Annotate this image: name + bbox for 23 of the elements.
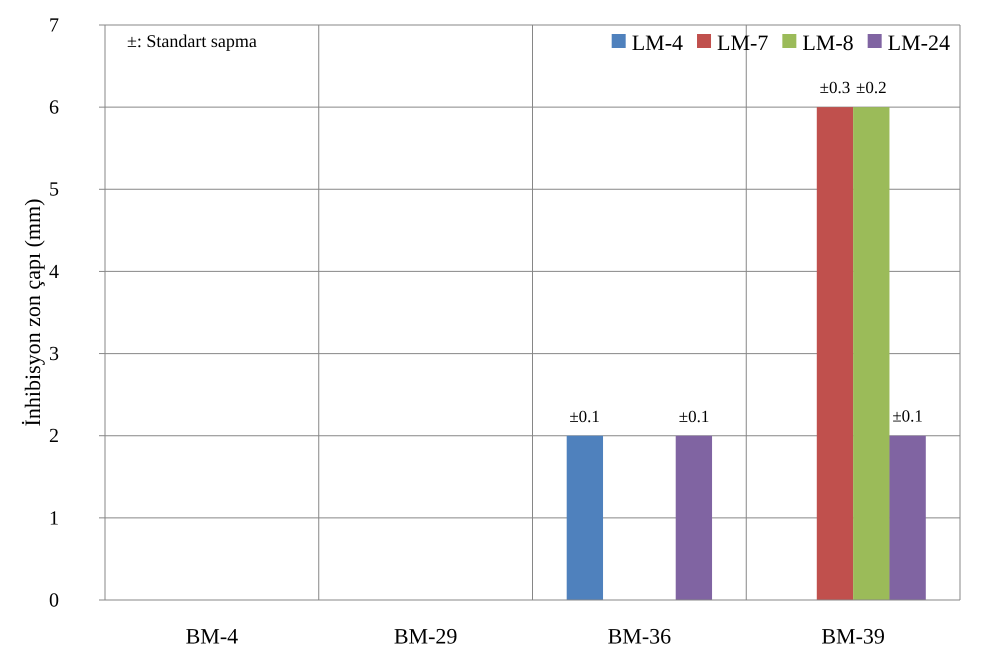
y-tick-label: 2: [49, 425, 59, 448]
annotation: ±0.2: [856, 78, 887, 98]
x-tick-label: BM-29: [394, 624, 458, 649]
legend-label: LM-24: [888, 30, 950, 55]
y-tick-label: 1: [49, 507, 59, 530]
y-tick-label: 7: [49, 14, 59, 36]
y-tick-label: 5: [49, 178, 59, 201]
y-tick-label: 6: [49, 96, 59, 119]
annotation: ±0.3: [820, 78, 850, 98]
annotation: ±0.1: [569, 406, 600, 426]
x-tick-label: BM-4: [186, 624, 238, 649]
x-tick-label: BM-36: [608, 624, 672, 649]
legend-label: LM-4: [632, 30, 684, 55]
y-axis-title: İnhibisyon zon çapı (mm): [20, 198, 45, 426]
x-tick-label: BM-39: [821, 624, 885, 649]
annotation: ±0.1: [892, 406, 923, 426]
y-tick-label: 4: [49, 260, 59, 283]
legend-label: LM-8: [802, 30, 854, 55]
annotation: ±0.1: [678, 406, 710, 426]
y-tick-label: 3: [49, 342, 59, 365]
legend-label: LM-7: [717, 30, 768, 55]
annotation: ±: Standart sapma: [127, 31, 257, 51]
y-tick-label: 0: [49, 589, 59, 612]
